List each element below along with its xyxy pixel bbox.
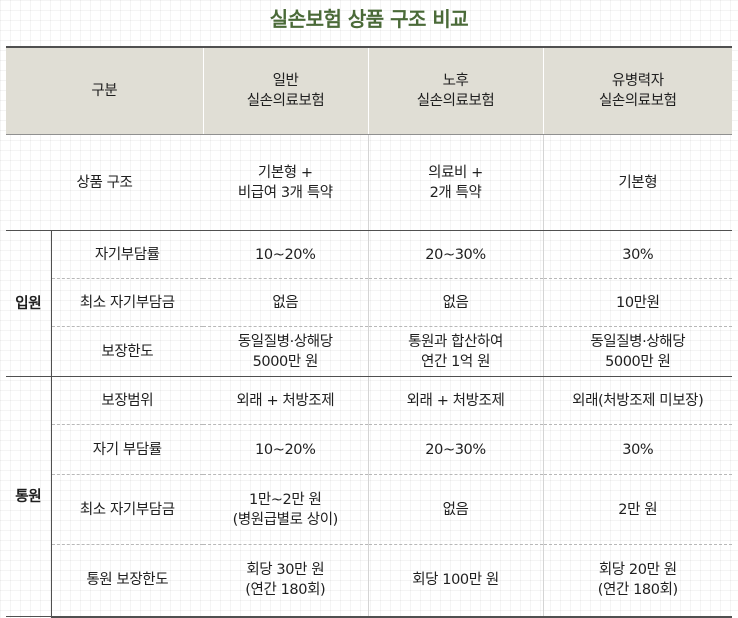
cell: 회당 20만 원 (연간 180회): [542, 544, 733, 618]
header-senior: 노후 실손의료보험: [367, 46, 544, 135]
cell: 10~20%: [203, 424, 369, 475]
group-label-inpatient: 입원: [6, 230, 52, 377]
table-row: 상품 구조 기본형 + 비급여 3개 특약 의료비 +2개 특약 기본형: [6, 134, 733, 231]
group-label-outpatient: 통원: [6, 376, 52, 617]
page-title: 실손보험 상품 구조 비교: [269, 7, 469, 31]
cell: 외래(처방조제 미보장): [542, 376, 733, 425]
table-row: 보장한도 동일질병·상해당 5000만 원 통원과 합산하여 연간 1억 원 동일질…: [6, 326, 733, 377]
cell: 20~30%: [367, 230, 544, 279]
row-label: 최소 자기부담금: [51, 278, 204, 327]
table-row: 자기 부담률 10~20% 20~30% 30%: [6, 424, 733, 475]
cell: 기본형 + 비급여 3개 특약: [203, 134, 369, 231]
row-label: 보장범위: [51, 376, 204, 425]
table-row: 최소 자기부담금 1만~2만 원 (병원급별로 상이) 없음 2만 원: [6, 474, 733, 545]
cell: 없음: [203, 278, 369, 327]
row-label: 상품 구조: [6, 134, 204, 231]
cell: 30%: [542, 424, 733, 475]
table-row: 통원 보장범위 외래 + 처방조제 외래 + 처방조제 외래(처방조제 미보장): [6, 376, 733, 617]
row-label: 최소 자기부담금: [51, 474, 204, 545]
header-general: 일반 실손의료보험: [202, 46, 369, 135]
cell: 2만 원: [542, 474, 733, 545]
cell: 동일질병·상해당 5000만 원: [542, 326, 733, 377]
cell: 회당 30만 원 (연간 180회): [203, 544, 369, 618]
table-row: 최소 자기부담금 없음 없음 10만원: [6, 278, 733, 327]
table-row: 통원 보장한도 회당 30만 원 (연간 180회) 회당 100만 원 회당 2…: [6, 544, 733, 618]
cell: 의료비 +2개 특약: [367, 134, 544, 231]
cell: 외래 + 처방조제: [203, 376, 369, 425]
header-preexisting: 유병력자 실손의료보험: [542, 46, 733, 135]
cell: 없음: [367, 278, 544, 327]
cell: 외래 + 처방조제: [367, 376, 544, 425]
row-label: 자기부담률: [51, 230, 204, 279]
cell: 10만원: [542, 278, 733, 327]
comparison-table: 구분 일반 실손의료보험 노후 실손의료보험 유병력자 실손의료보험 상품 구조 기본…: [6, 46, 733, 618]
table-row: 입원 자기부담률 10~20% 20~30% 30%: [6, 230, 733, 377]
cell: 없음: [367, 474, 544, 545]
cell: 동일질병·상해당 5000만 원: [203, 326, 369, 377]
table-header-row: 구분 일반 실손의료보험 노후 실손의료보험 유병력자 실손의료보험: [6, 46, 733, 135]
cell: 회당 100만 원: [367, 544, 544, 618]
header-category: 구분: [6, 46, 204, 135]
row-label: 자기 부담률: [51, 424, 204, 475]
cell: 20~30%: [367, 424, 544, 475]
cell: 기본형: [542, 134, 733, 231]
cell: 통원과 합산하여 연간 1억 원: [367, 326, 544, 377]
row-label: 통원 보장한도: [51, 544, 204, 618]
row-label: 보장한도: [51, 326, 204, 377]
cell: 30%: [542, 230, 733, 279]
cell: 1만~2만 원 (병원급별로 상이): [203, 474, 369, 545]
cell: 10~20%: [203, 230, 369, 279]
